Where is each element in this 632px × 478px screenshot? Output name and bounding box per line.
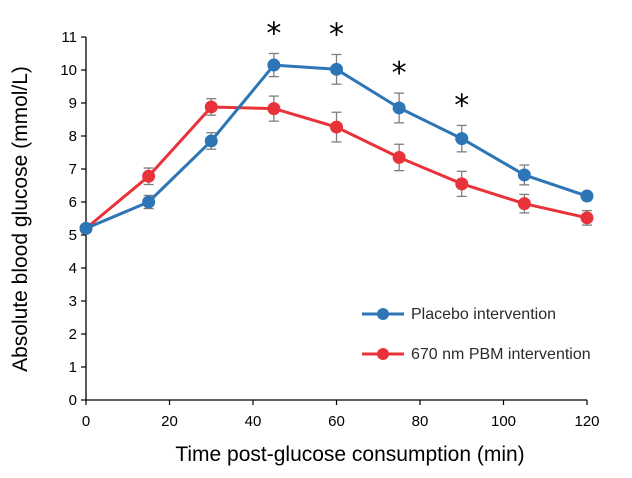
data-point-pbm xyxy=(142,169,156,183)
y-axis-title: Absolute blood glucose (mmol/L) xyxy=(9,66,32,372)
data-point-pbm xyxy=(455,177,469,191)
y-tick-label: 10 xyxy=(60,62,77,79)
significance-markers: * * * * xyxy=(266,17,469,124)
x-tick-label: 100 xyxy=(491,413,516,430)
x-axis-title: Time post-glucose consumption (min) xyxy=(175,443,524,466)
significance-star: * xyxy=(266,17,281,52)
data-point-placebo xyxy=(392,101,406,115)
y-tick-label: 5 xyxy=(69,227,77,244)
legend-label-placebo: Placebo intervention xyxy=(411,306,556,323)
y-tick-label: 1 xyxy=(69,359,77,376)
data-point-placebo xyxy=(142,195,156,209)
y-tick-label: 0 xyxy=(69,392,77,409)
legend-item-pbm: 670 nm PBM intervention xyxy=(362,346,591,363)
data-point-placebo xyxy=(517,168,531,182)
data-point-placebo xyxy=(79,221,93,235)
significance-star: * xyxy=(329,17,344,52)
y-tick-label: 4 xyxy=(69,260,77,277)
significance-star: * xyxy=(454,88,469,123)
x-tick-label: 80 xyxy=(412,413,429,430)
x-tick-label: 40 xyxy=(245,413,262,430)
y-tick-label: 3 xyxy=(69,293,77,310)
y-tick-label: 11 xyxy=(61,29,77,46)
legend-swatch-marker-placebo xyxy=(377,308,389,320)
data-point-placebo xyxy=(580,189,594,203)
data-point-placebo xyxy=(204,134,218,148)
x-tick-label: 20 xyxy=(161,413,178,430)
y-tick-label: 6 xyxy=(69,194,77,211)
data-points xyxy=(79,58,594,235)
data-point-pbm xyxy=(517,197,531,211)
significance-star: * xyxy=(392,56,407,91)
legend-swatch-marker-pbm xyxy=(377,348,389,360)
y-tick-label: 8 xyxy=(69,128,77,145)
x-tick-label: 60 xyxy=(328,413,345,430)
data-point-pbm xyxy=(204,100,218,114)
x-ticks: 0 20 40 60 80 100 120 xyxy=(82,400,600,430)
data-point-pbm xyxy=(580,211,594,225)
y-tick-label: 9 xyxy=(69,95,77,112)
data-point-pbm xyxy=(267,102,281,116)
data-point-placebo xyxy=(455,132,469,146)
legend-item-placebo: Placebo intervention xyxy=(362,306,556,323)
y-tick-label: 2 xyxy=(69,326,77,343)
data-point-placebo xyxy=(330,62,343,76)
series-line-placebo xyxy=(85,63,588,230)
y-tick-label: 7 xyxy=(69,161,77,178)
legend: Placebo intervention 670 nm PBM interven… xyxy=(362,306,591,363)
data-point-pbm xyxy=(392,150,406,164)
error-bars xyxy=(81,52,592,233)
series-lines xyxy=(85,63,588,230)
data-point-placebo xyxy=(267,58,281,72)
data-point-pbm xyxy=(330,120,343,134)
x-tick-label: 0 xyxy=(82,413,90,430)
y-ticks: 0 1 2 3 4 5 6 7 8 9 10 11 xyxy=(60,29,86,409)
x-tick-label: 120 xyxy=(574,413,599,430)
legend-label-pbm: 670 nm PBM intervention xyxy=(411,346,591,363)
